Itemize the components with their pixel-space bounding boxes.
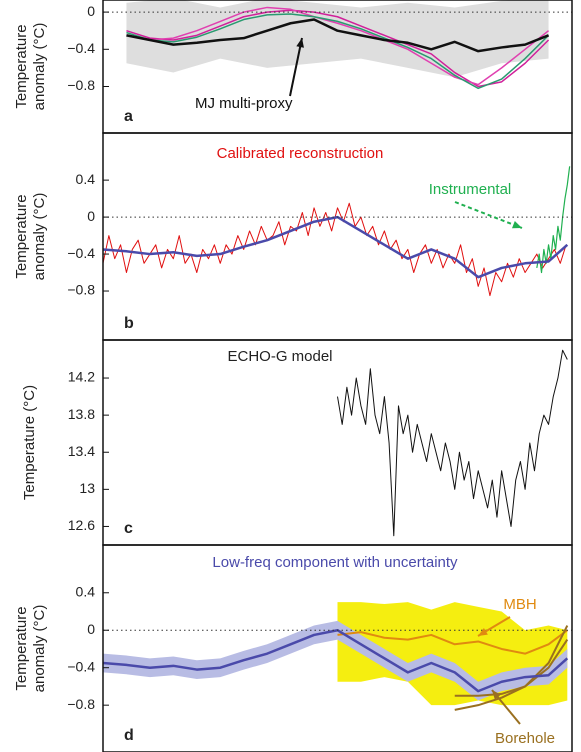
y-tick-label: −0.8 xyxy=(67,282,95,298)
y-axis-label: anomaly (°C) xyxy=(31,193,48,281)
plot-area xyxy=(126,0,550,90)
annotation: MJ multi-proxy xyxy=(195,95,293,112)
y-axis-label: anomaly (°C) xyxy=(31,23,48,111)
line xyxy=(126,6,550,86)
y-axis-label: Temperature xyxy=(13,24,30,108)
y-tick-label: 0 xyxy=(87,3,95,19)
annotation-arrow xyxy=(289,37,303,97)
y-tick-label: 0 xyxy=(87,208,95,224)
panel-frame xyxy=(102,132,573,341)
line xyxy=(126,9,550,88)
y-tick-label: 13 xyxy=(79,480,95,496)
line xyxy=(103,202,567,297)
annotation: Instrumental xyxy=(429,181,512,198)
line xyxy=(126,18,550,53)
band xyxy=(126,0,549,78)
panel-letter: b xyxy=(124,315,134,332)
y-axis-label: Temperature xyxy=(13,194,30,278)
y-axis-label: anomaly (°C) xyxy=(31,605,48,693)
annotation-arrow xyxy=(454,201,523,229)
arrow-head xyxy=(296,38,304,48)
panel-frame xyxy=(102,339,573,546)
y-axis-label: Temperature xyxy=(13,606,30,690)
y-tick-label: −0.4 xyxy=(67,40,95,56)
y-tick-label: 13.4 xyxy=(68,443,95,459)
annotation: ECHO-G model xyxy=(227,348,332,365)
line xyxy=(337,349,568,537)
arrow-head xyxy=(478,627,488,636)
line xyxy=(536,166,571,274)
panel-letter: a xyxy=(124,108,133,125)
arrow-head xyxy=(512,221,522,229)
y-tick-label: −0.8 xyxy=(67,696,95,712)
y-tick-label: −0.4 xyxy=(67,245,95,261)
band xyxy=(103,620,568,701)
annotation: Low-freq component with uncertainty xyxy=(212,554,458,571)
y-tick-label: 13.8 xyxy=(68,406,95,422)
line xyxy=(337,629,568,655)
y-tick-label: 0.4 xyxy=(76,583,96,599)
y-axis-label: Temperature (°C) xyxy=(21,385,38,500)
y-tick-label: −0.4 xyxy=(67,658,95,674)
y-tick-label: 0 xyxy=(87,621,95,637)
y-tick-label: −0.8 xyxy=(67,77,95,93)
plot-area xyxy=(337,349,568,537)
y-tick-label: 12.6 xyxy=(68,517,95,533)
line xyxy=(126,13,550,90)
line xyxy=(454,639,569,697)
panel-frame xyxy=(102,544,573,752)
annotation: Borehole xyxy=(495,730,555,747)
annotation: MBH xyxy=(503,596,536,613)
y-tick-label: 0.4 xyxy=(76,171,96,187)
annotation: Calibrated reconstruction xyxy=(217,145,384,162)
arrow-head xyxy=(492,690,501,700)
y-tick-label: 14.2 xyxy=(68,369,95,385)
panel-letter: c xyxy=(124,520,133,537)
line xyxy=(454,625,569,711)
panel-letter: d xyxy=(124,727,134,744)
line xyxy=(103,215,569,279)
